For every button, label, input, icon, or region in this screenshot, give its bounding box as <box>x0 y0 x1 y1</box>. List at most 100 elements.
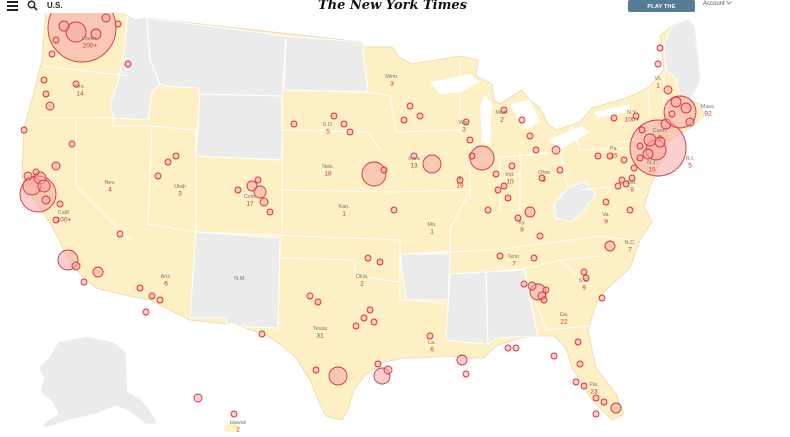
case-bubble[interactable] <box>620 156 628 164</box>
case-bubble[interactable] <box>594 152 602 160</box>
case-bubble[interactable] <box>23 171 33 181</box>
case-bubble[interactable] <box>360 314 368 322</box>
case-bubble[interactable] <box>406 102 414 110</box>
case-bubble[interactable] <box>101 13 111 23</box>
case-bubble[interactable] <box>492 170 500 178</box>
case-bubble[interactable] <box>72 80 80 88</box>
case-bubble[interactable] <box>340 120 348 128</box>
case-bubble[interactable] <box>642 148 654 160</box>
case-bubble[interactable] <box>312 366 320 374</box>
case-bubble[interactable] <box>538 174 546 182</box>
case-bubble[interactable] <box>230 410 238 418</box>
menu-icon[interactable] <box>7 1 18 11</box>
case-bubble[interactable] <box>636 154 644 162</box>
case-bubble[interactable] <box>456 354 468 366</box>
case-bubble[interactable] <box>376 258 384 266</box>
case-bubble[interactable] <box>636 142 644 150</box>
case-bubble[interactable] <box>685 117 695 127</box>
case-bubble[interactable] <box>68 140 76 148</box>
case-bubble[interactable] <box>630 164 638 172</box>
case-bubble[interactable] <box>508 162 516 170</box>
case-bubble[interactable] <box>193 393 203 403</box>
case-bubble[interactable] <box>52 36 60 44</box>
case-bubble[interactable] <box>670 96 682 108</box>
case-bubble[interactable] <box>496 252 504 260</box>
case-bubble[interactable] <box>71 261 81 271</box>
case-bubble-seattle-inner[interactable] <box>65 21 87 43</box>
case-bubble[interactable] <box>466 136 474 144</box>
case-bubble[interactable] <box>259 197 269 207</box>
case-bubble[interactable] <box>390 206 398 214</box>
case-bubble[interactable] <box>618 176 626 184</box>
case-bubble[interactable] <box>656 44 664 52</box>
case-bubble[interactable] <box>253 185 267 199</box>
case-bubble[interactable] <box>48 50 56 58</box>
case-bubble[interactable] <box>156 296 164 304</box>
case-bubble[interactable] <box>56 200 64 208</box>
case-bubble[interactable] <box>572 378 580 386</box>
masthead-logo[interactable]: The New York Times <box>318 0 467 13</box>
case-bubble[interactable] <box>494 186 502 194</box>
case-bubble[interactable] <box>426 332 434 340</box>
case-bubble[interactable] <box>254 176 262 184</box>
case-bubble[interactable] <box>142 308 150 316</box>
case-bubble[interactable] <box>514 214 522 222</box>
case-bubble[interactable] <box>330 112 338 120</box>
case-bubble[interactable] <box>32 168 40 176</box>
case-bubble[interactable] <box>530 254 538 262</box>
case-bubble[interactable] <box>542 286 550 294</box>
case-bubble[interactable] <box>20 126 28 134</box>
case-bubble[interactable] <box>366 306 374 314</box>
case-bubble[interactable] <box>600 398 608 406</box>
case-bubble[interactable] <box>598 294 606 302</box>
case-bubble[interactable] <box>41 195 51 205</box>
case-bubble[interactable] <box>582 274 590 282</box>
case-bubble[interactable] <box>172 152 180 160</box>
case-bubble[interactable] <box>456 176 464 184</box>
case-bubble[interactable] <box>374 360 382 368</box>
case-bubble[interactable] <box>556 166 564 174</box>
case-bubble[interactable] <box>124 60 132 68</box>
case-bubble[interactable] <box>602 198 610 206</box>
case-bubble[interactable] <box>500 106 508 114</box>
account-menu[interactable]: Account <box>703 1 733 7</box>
case-bubble[interactable] <box>654 136 666 148</box>
section-label[interactable]: U.S. <box>47 1 63 10</box>
case-bubble[interactable] <box>234 186 242 194</box>
case-bubble[interactable] <box>370 318 378 326</box>
case-bubble[interactable] <box>527 281 537 291</box>
case-bubble[interactable] <box>520 280 528 288</box>
case-bubble[interactable] <box>416 112 424 120</box>
case-bubble[interactable] <box>37 179 51 193</box>
case-bubble[interactable] <box>164 158 172 166</box>
play-crossword-button[interactable]: PLAY THE CROSSWORD <box>628 0 695 22</box>
case-bubble[interactable] <box>668 110 676 118</box>
case-bubble[interactable] <box>526 132 534 140</box>
case-bubble[interactable] <box>462 370 470 378</box>
case-bubble[interactable] <box>610 402 622 414</box>
case-bubble[interactable] <box>45 101 55 111</box>
case-bubble[interactable] <box>628 174 636 182</box>
case-bubble[interactable] <box>524 206 536 218</box>
case-bubble[interactable] <box>680 102 692 114</box>
case-bubble[interactable] <box>361 161 387 187</box>
case-bubble[interactable] <box>580 268 588 276</box>
case-bubble[interactable] <box>551 145 561 155</box>
case-bubble[interactable] <box>328 366 348 386</box>
case-bubble[interactable] <box>92 266 104 278</box>
case-bubble[interactable] <box>346 128 354 136</box>
case-bubble[interactable] <box>136 284 144 292</box>
case-bubble[interactable] <box>614 182 622 190</box>
case-bubble[interactable] <box>518 116 526 124</box>
case-bubble[interactable] <box>422 154 442 174</box>
case-bubble[interactable] <box>51 161 61 171</box>
case-bubble[interactable] <box>116 230 124 238</box>
case-bubble[interactable] <box>266 208 274 216</box>
case-bubble[interactable] <box>246 180 258 192</box>
case-bubble[interactable] <box>484 206 492 214</box>
case-bubble[interactable] <box>42 90 50 98</box>
case-bubble[interactable] <box>626 206 634 214</box>
case-bubble[interactable] <box>258 330 266 338</box>
case-bubble[interactable] <box>80 278 88 286</box>
case-bubble[interactable] <box>410 152 418 160</box>
